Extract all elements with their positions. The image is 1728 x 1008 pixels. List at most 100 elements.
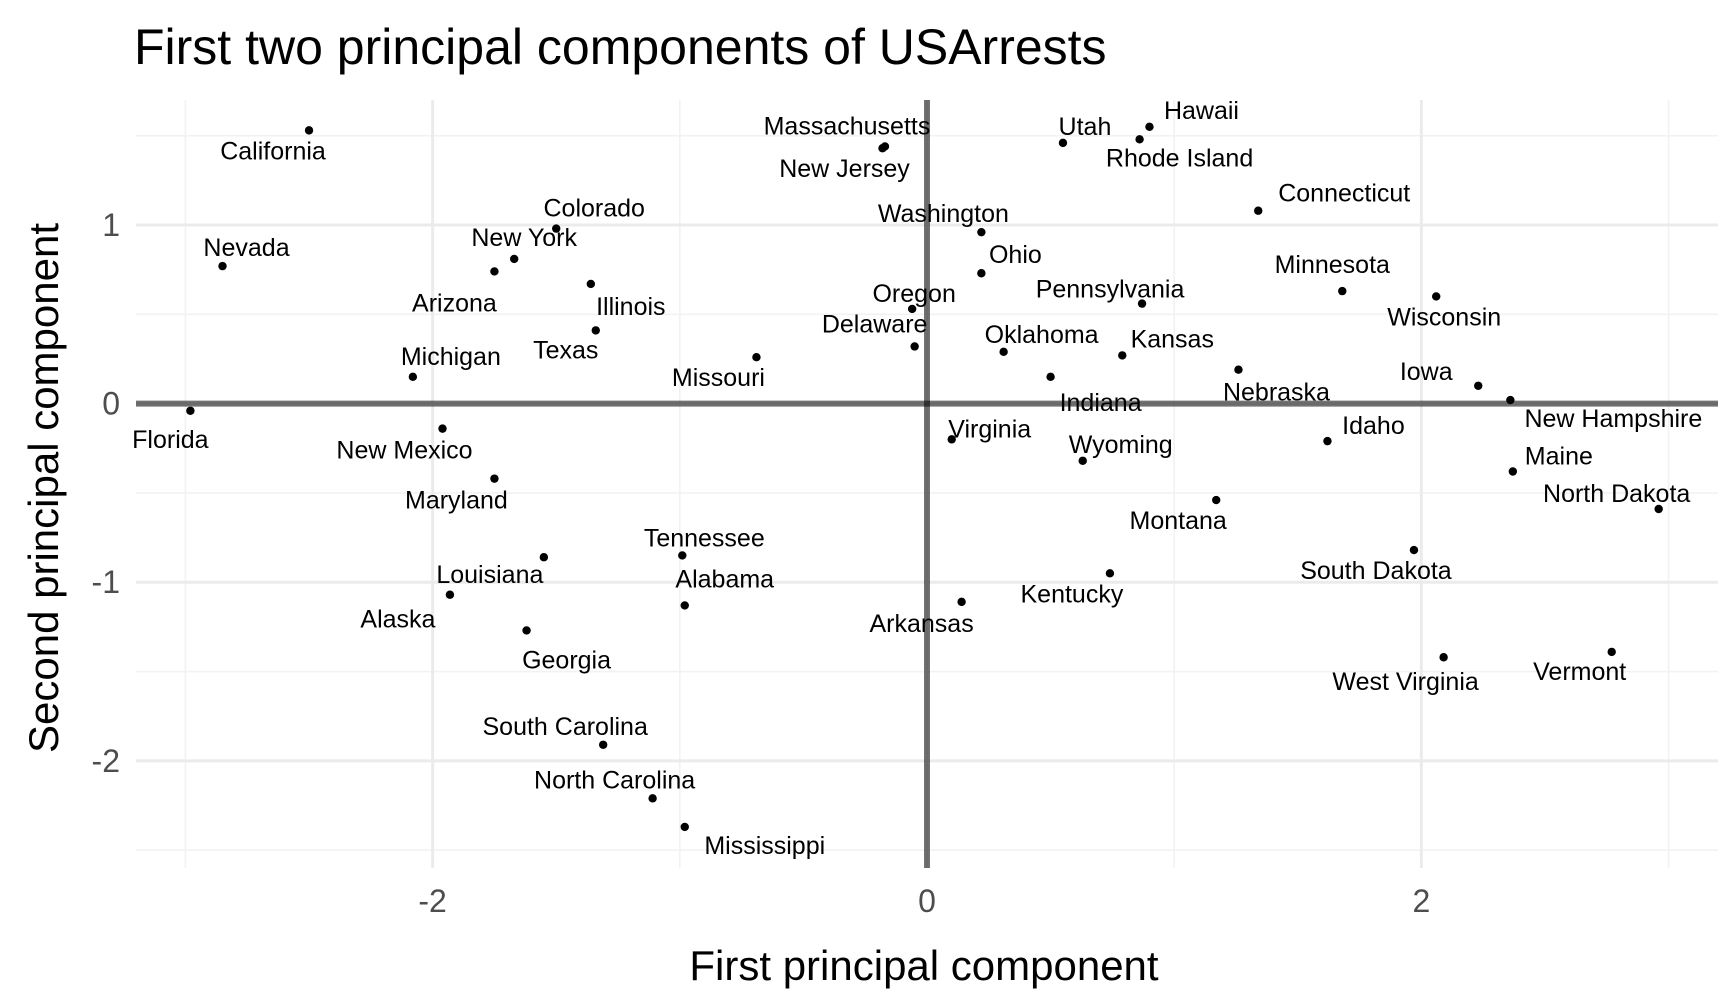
point-colorado [552, 224, 561, 233]
x-tick-label: -2 [418, 883, 446, 919]
point-label-wisconsin: Wisconsin [1387, 303, 1501, 331]
point-label-arkansas: Arkansas [869, 610, 973, 638]
point-montana [1212, 495, 1221, 505]
point-virginia [947, 435, 956, 444]
point-utah [1058, 138, 1068, 148]
point-label-nevada: Nevada [203, 234, 289, 262]
point-labels: Alabama Alaska Arizona Arkansas California Co… [132, 97, 1702, 860]
point-label-minnesota: Minnesota [1275, 251, 1390, 279]
y-tick-label: -1 [92, 564, 120, 600]
point-nevada [218, 261, 227, 271]
point-california [304, 126, 314, 135]
point-label-california: California [220, 137, 326, 165]
point-north-dakota [1654, 504, 1663, 514]
point-label-kansas: Kansas [1131, 325, 1214, 353]
point-indiana [1046, 372, 1055, 382]
point-label-georgia: Georgia [522, 646, 611, 674]
point-label-arizona: Arizona [412, 289, 497, 317]
point-ohio [977, 269, 986, 278]
point-wisconsin [1432, 292, 1441, 301]
point-maryland [490, 474, 499, 483]
point-label-washington: Washington [878, 200, 1009, 228]
point-alaska [445, 590, 455, 599]
reference-lines [136, 100, 1718, 868]
point-washington [977, 227, 986, 237]
point-label-louisiana: Louisiana [436, 561, 543, 589]
point-rhode-island [1135, 135, 1144, 144]
point-label-maine: Maine [1525, 442, 1593, 470]
point-connecticut [1254, 206, 1263, 215]
point-oklahoma [999, 347, 1008, 357]
y-tick-label: 1 [102, 207, 120, 243]
y-tick-label: 0 [102, 386, 120, 422]
point-iowa [1474, 381, 1483, 390]
point-label-missouri: Missouri [672, 364, 765, 392]
point-label-colorado: Colorado [543, 195, 644, 223]
point-label-nebraska: Nebraska [1223, 379, 1330, 407]
x-axis-ticks: -2 0 2 [418, 883, 1430, 919]
point-label-new-york: New York [471, 224, 577, 252]
point-new-jersey [878, 144, 887, 153]
point-label-new-jersey: New Jersey [779, 155, 910, 183]
point-label-north-dakota: North Dakota [1543, 480, 1690, 508]
point-label-iowa: Iowa [1400, 358, 1453, 386]
x-axis-title: First principal component [689, 942, 1159, 989]
point-label-south-dakota: South Dakota [1300, 557, 1452, 585]
point-new-york [509, 254, 519, 264]
point-south-carolina [598, 740, 608, 749]
y-tick-label: -2 [92, 743, 120, 779]
point-arizona [490, 267, 499, 276]
point-texas [591, 326, 600, 335]
point-vermont [1607, 647, 1616, 657]
point-arkansas [957, 597, 966, 607]
point-michigan [408, 372, 418, 382]
point-florida [186, 406, 195, 415]
point-label-hawaii: Hawaii [1164, 97, 1239, 125]
point-label-massachusetts: Massachusetts [764, 112, 931, 140]
point-minnesota [1338, 286, 1347, 296]
point-west-virginia [1439, 653, 1448, 662]
point-kansas [1118, 351, 1127, 360]
point-label-pennsylvania: Pennsylvania [1036, 276, 1185, 304]
point-label-connecticut: Connecticut [1278, 180, 1410, 208]
point-pennsylvania [1137, 299, 1147, 308]
point-label-utah: Utah [1059, 113, 1112, 141]
point-label-idaho: Idaho [1342, 412, 1405, 440]
point-maine [1508, 467, 1518, 476]
point-label-delaware: Delaware [822, 310, 928, 338]
point-hawaii [1145, 122, 1154, 131]
point-label-new-mexico: New Mexico [336, 437, 472, 465]
point-mississippi [680, 822, 689, 832]
point-label-north-carolina: North Carolina [534, 766, 695, 794]
point-new-mexico [438, 424, 447, 433]
point-label-indiana: Indiana [1060, 389, 1142, 417]
point-label-ohio: Ohio [989, 241, 1042, 269]
point-label-wyoming: Wyoming [1069, 431, 1173, 459]
point-oregon [907, 304, 917, 314]
chart-title: First two principal components of USArre… [134, 19, 1107, 75]
point-label-oklahoma: Oklahoma [985, 321, 1099, 349]
point-label-texas: Texas [533, 336, 598, 364]
point-label-new-hampshire: New Hampshire [1524, 405, 1702, 433]
point-label-alabama: Alabama [675, 565, 774, 593]
point-label-montana: Montana [1130, 507, 1227, 535]
point-alabama [680, 601, 689, 610]
point-north-carolina [648, 794, 657, 803]
point-louisiana [539, 553, 549, 562]
point-label-south-carolina: South Carolina [482, 713, 647, 741]
point-south-dakota [1409, 545, 1419, 555]
point-kentucky [1105, 569, 1115, 578]
x-tick-label: 0 [918, 883, 936, 919]
point-label-florida: Florida [132, 426, 209, 454]
point-wyoming [1078, 456, 1087, 465]
point-label-mississippi: Mississippi [704, 832, 825, 860]
data-points [186, 122, 1663, 832]
y-axis-title: Second principal component [20, 223, 67, 753]
point-label-illinois: Illinois [596, 293, 665, 321]
point-idaho [1323, 436, 1332, 446]
point-missouri [752, 352, 761, 362]
y-axis-ticks: -2 -1 0 1 [92, 207, 120, 779]
point-label-michigan: Michigan [401, 343, 501, 371]
point-new-hampshire [1506, 395, 1515, 405]
